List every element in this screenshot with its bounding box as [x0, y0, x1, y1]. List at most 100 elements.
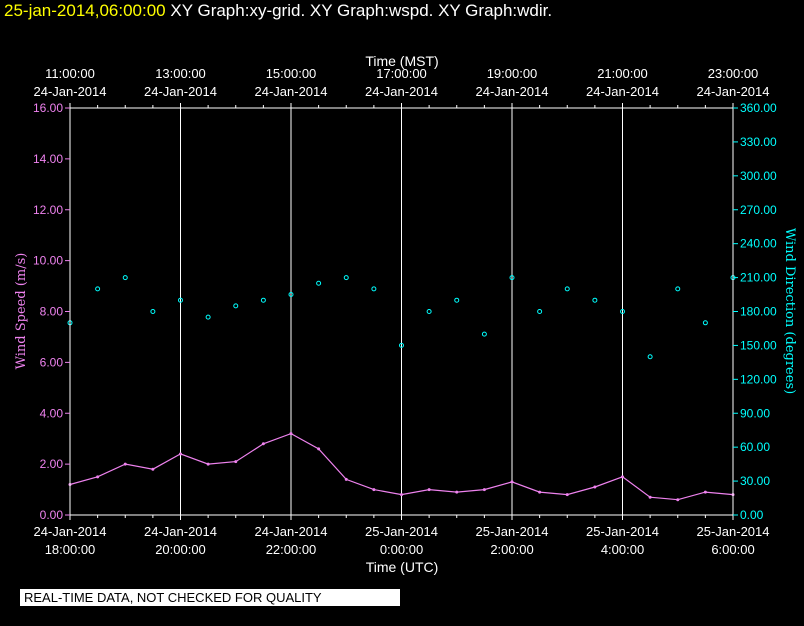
- grid-lines: [180, 108, 623, 515]
- right-tick-label: 240.00: [740, 237, 777, 251]
- wind-direction-point: [564, 286, 570, 292]
- left-tick-label: 8.00: [40, 305, 64, 319]
- bottom-tick-date: 24-Jan-2014: [34, 524, 107, 539]
- left-tick-label: 10.00: [33, 254, 63, 268]
- wind-direction-point: [592, 297, 598, 303]
- wind-direction-point: [399, 342, 404, 348]
- right-tick-label: 90.00: [740, 406, 770, 420]
- wind-direction-point: [122, 275, 128, 281]
- wind-speed-point: [538, 490, 542, 494]
- right-tick-label: 0.00: [740, 508, 764, 522]
- wind-direction-point: [620, 309, 625, 314]
- right-tick-label: 330.00: [740, 135, 777, 149]
- bottom-axis-label: Time (UTC): [366, 559, 439, 575]
- left-tick-label: 16.00: [33, 101, 63, 115]
- left-tick-label: 2.00: [40, 457, 64, 471]
- bottom-tick-time: 22:00:00: [266, 542, 317, 557]
- wind-direction-point: [702, 320, 708, 326]
- bottom-tick-date: 25-Jan-2014: [697, 524, 770, 539]
- wind-direction-point: [509, 275, 515, 281]
- wind-speed-point: [482, 488, 486, 492]
- bottom-tick-date: 25-Jan-2014: [476, 524, 549, 539]
- wind-direction-point: [647, 354, 653, 360]
- top-tick-date: 24-Jan-2014: [586, 84, 659, 99]
- top-tick-date: 24-Jan-2014: [34, 84, 107, 99]
- wind-speed-point: [621, 475, 624, 479]
- wind-direction-point: [675, 286, 681, 292]
- wind-speed-point: [372, 488, 376, 492]
- right-tick-label: 270.00: [740, 203, 777, 217]
- top-tick-time: 15:00:00: [266, 66, 317, 81]
- left-tick-label: 12.00: [33, 203, 63, 217]
- top-tick-time: 17:00:00: [376, 66, 427, 81]
- wind-speed-point: [179, 452, 182, 456]
- top-tick-time: 19:00:00: [487, 66, 538, 81]
- wind-speed-point: [565, 493, 569, 497]
- right-tick-label: 60.00: [740, 440, 770, 454]
- bottom-tick-date: 24-Jan-2014: [255, 524, 328, 539]
- wind-speed-point: [289, 432, 293, 436]
- bottom-tick-time: 2:00:00: [490, 542, 533, 557]
- quality-notice: REAL-TIME DATA, NOT CHECKED FOR QUALITY: [20, 589, 400, 606]
- wind-speed-point: [234, 460, 238, 464]
- wind-speed-point: [96, 475, 100, 479]
- wind-speed-point: [427, 488, 431, 492]
- wind-direction-point: [233, 303, 239, 309]
- top-tick-date: 24-Jan-2014: [476, 84, 549, 99]
- top-tick-time: 21:00:00: [597, 66, 648, 81]
- right-tick-label: 150.00: [740, 338, 777, 352]
- wind-direction-point: [537, 309, 543, 314]
- bottom-tick-time: 20:00:00: [155, 542, 206, 557]
- wind-direction-point: [343, 275, 349, 281]
- wind-direction-point: [205, 314, 211, 320]
- wind-direction-point: [426, 309, 432, 314]
- wind-speed-point: [455, 490, 459, 494]
- left-tick-label: 0.00: [40, 508, 64, 522]
- axes: 24-Jan-2014 18:00:00 11:00:00 24-Jan-2014 24…: [33, 66, 777, 557]
- wind-speed-point: [703, 490, 707, 494]
- left-tick-label: 14.00: [33, 152, 63, 166]
- wind-speed-point: [400, 493, 403, 497]
- right-tick-label: 180.00: [740, 305, 777, 319]
- top-tick-date: 24-Jan-2014: [255, 84, 328, 99]
- bottom-tick-time: 6:00:00: [711, 542, 754, 557]
- bottom-tick-date: 24-Jan-2014: [144, 524, 217, 539]
- bottom-tick-date: 25-Jan-2014: [365, 524, 438, 539]
- wind-direction-point: [288, 292, 294, 298]
- wind-speed-point: [123, 462, 127, 466]
- top-tick-date: 24-Jan-2014: [144, 84, 217, 99]
- header-graphs: XY Graph:xy-grid. XY Graph:wspd. XY Grap…: [170, 1, 553, 20]
- bottom-tick-time: 4:00:00: [601, 542, 644, 557]
- wind-direction-point: [371, 286, 377, 292]
- left-tick-label: 4.00: [40, 406, 64, 420]
- wind-direction-point: [95, 286, 101, 292]
- right-tick-label: 360.00: [740, 101, 777, 115]
- top-tick-time: 11:00:00: [45, 66, 95, 81]
- bottom-tick-date: 25-Jan-2014: [586, 524, 659, 539]
- bottom-tick-time: 0:00:00: [380, 542, 423, 557]
- wind-speed-point: [206, 462, 210, 466]
- wind-speed-point: [676, 498, 680, 502]
- wind-speed-point: [344, 477, 348, 481]
- page-header: 25-jan-2014,06:00:00 XY Graph:xy-grid. X…: [4, 0, 552, 22]
- right-tick-label: 30.00: [740, 474, 770, 488]
- wind-direction-point: [178, 297, 183, 303]
- right-tick-label: 300.00: [740, 169, 777, 183]
- right-tick-label: 210.00: [740, 271, 777, 285]
- top-tick-time: 23:00:00: [708, 66, 759, 81]
- wind-speed-point: [593, 485, 597, 489]
- wind-direction-point: [316, 280, 322, 286]
- wind-speed-point: [151, 467, 155, 471]
- right-axis-label: Wind Direction (degrees): [782, 228, 797, 394]
- wind-direction-point: [260, 297, 266, 303]
- wind-speed-point: [648, 495, 652, 499]
- left-tick-label: 6.00: [40, 355, 64, 369]
- wind-speed-point: [261, 442, 265, 446]
- top-axis-label: Time (MST): [365, 53, 438, 69]
- top-tick-time: 13:00:00: [155, 66, 206, 81]
- wind-direction-point: [454, 297, 460, 303]
- wind-direction-point: [150, 309, 156, 314]
- wind-speed-point: [510, 480, 514, 484]
- wind-speed-point: [317, 447, 321, 451]
